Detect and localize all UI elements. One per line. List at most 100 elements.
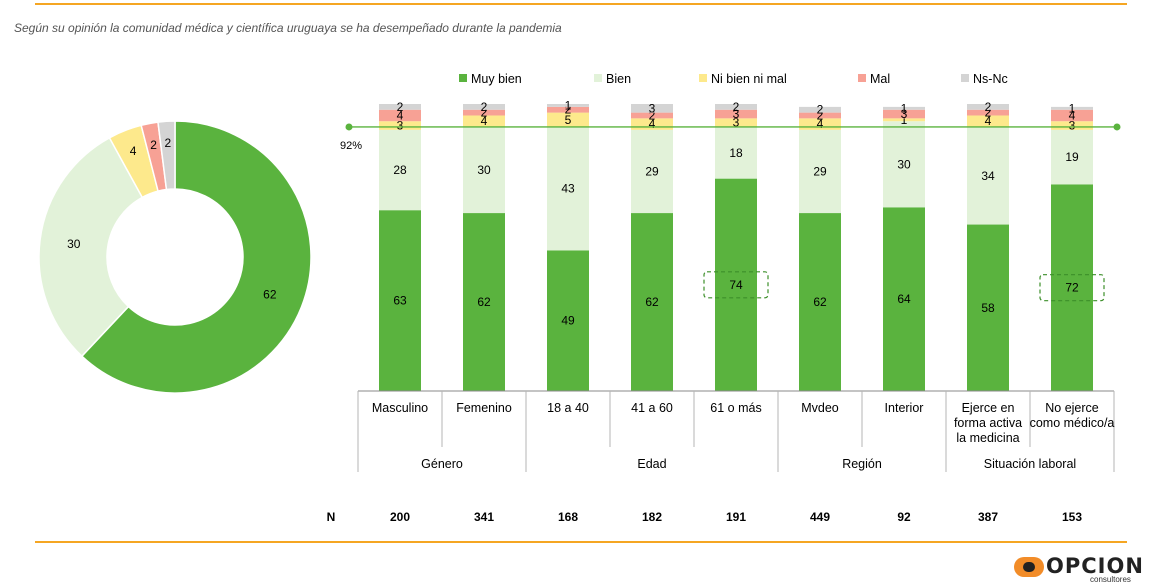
bar-segment-61-o-mas-muy-bien bbox=[715, 178, 757, 391]
bar-segment-mvdeo-bien bbox=[799, 129, 841, 214]
bar-value-no-ejerce-como-medico-a-muy-bien: 72 bbox=[1065, 281, 1079, 295]
bar-segment-ejerce-en-forma-activa-la-medicina-ns-nc bbox=[967, 104, 1009, 110]
bar-segment-ejerce-en-forma-activa-la-medicina-ni-bien-ni-mal bbox=[967, 115, 1009, 127]
bar-value-femenino-mal: 2 bbox=[481, 106, 488, 120]
bar-segment-18-a-40-ns-nc bbox=[547, 104, 589, 107]
legend-swatch-bien bbox=[594, 74, 602, 82]
legend-label-ns-nc: Ns-Nc bbox=[973, 72, 1008, 86]
bar-segment-femenino-ns-nc bbox=[463, 104, 505, 110]
n-value-interior: 92 bbox=[897, 510, 911, 524]
reference-line-end-marker bbox=[1113, 123, 1121, 131]
bar-segment-femenino-ni-bien-ni-mal bbox=[463, 115, 505, 127]
bar-value-interior-muy-bien: 64 bbox=[897, 292, 911, 306]
legend-label-mal: Mal bbox=[870, 72, 890, 86]
legend-swatch-muy-bien bbox=[459, 74, 467, 82]
bar-value-no-ejerce-como-medico-a-ns-nc: 1 bbox=[1069, 101, 1076, 115]
donut-label-ni-bien-ni-mal: 4 bbox=[130, 144, 137, 158]
bar-value-ejerce-en-forma-activa-la-medicina-muy-bien: 58 bbox=[981, 301, 995, 315]
bar-value-18-a-40-ns-nc: 1 bbox=[565, 98, 572, 112]
category-label-no-ejerce-como-medico-a: No ejerce como médico/a bbox=[1030, 401, 1115, 430]
legend-swatch-ns-nc bbox=[961, 74, 969, 82]
bar-segment-interior-bien bbox=[883, 121, 925, 208]
category-label-masculino: Masculino bbox=[372, 401, 428, 415]
bar-value-masculino-bien: 28 bbox=[393, 163, 407, 177]
bar-value-ejerce-en-forma-activa-la-medicina-bien: 34 bbox=[981, 169, 995, 183]
bar-segment-mvdeo-mal bbox=[799, 112, 841, 119]
donut-label-ns-nc: 2 bbox=[164, 136, 171, 150]
bar-segment-61-o-mas-bien bbox=[715, 126, 757, 179]
n-value-no-ejerce-como-medico-a: 153 bbox=[1062, 510, 1082, 524]
legend-label-bien: Bien bbox=[606, 72, 631, 86]
bar-value-18-a-40-mal: 2 bbox=[565, 103, 572, 117]
bar-segment-41-a-60-ni-bien-ni-mal bbox=[631, 118, 673, 130]
donut-slice-ns-nc bbox=[157, 120, 176, 191]
n-value-femenino: 341 bbox=[474, 510, 494, 524]
bar-segment-no-ejerce-como-medico-a-ni-bien-ni-mal bbox=[1051, 121, 1093, 130]
bar-value-no-ejerce-como-medico-a-mal: 4 bbox=[1069, 108, 1076, 122]
logo-subtitle: consultores bbox=[1090, 575, 1131, 584]
bar-segment-masculino-muy-bien bbox=[379, 210, 421, 391]
legend-label-ni-bien-ni-mal: Ni bien ni mal bbox=[711, 72, 787, 86]
bar-value-41-a-60-bien: 29 bbox=[645, 164, 659, 178]
bar-value-mvdeo-bien: 29 bbox=[813, 164, 827, 178]
bar-segment-interior-muy-bien bbox=[883, 207, 925, 391]
bar-value-mvdeo-muy-bien: 62 bbox=[813, 295, 827, 309]
bar-segment-interior-mal bbox=[883, 109, 925, 119]
category-label-41-a-60: 41 a 60 bbox=[631, 401, 673, 415]
donut-label-muy-bien: 62 bbox=[263, 288, 277, 302]
bar-segment-ejerce-en-forma-activa-la-medicina-muy-bien bbox=[967, 224, 1009, 391]
logo-text: OPCION bbox=[1046, 554, 1144, 578]
bar-value-61-o-mas-ns-nc: 2 bbox=[733, 100, 740, 114]
bar-segment-no-ejerce-como-medico-a-mal bbox=[1051, 109, 1093, 122]
bar-value-61-o-mas-ni-bien-ni-mal: 3 bbox=[733, 116, 740, 130]
chart-subtitle: Según su opinión la comunidad médica y c… bbox=[14, 21, 562, 35]
bar-segment-interior-ni-bien-ni-mal bbox=[883, 118, 925, 122]
bar-value-no-ejerce-como-medico-a-ni-bien-ni-mal: 3 bbox=[1069, 119, 1076, 133]
group-label-genero: Género bbox=[421, 457, 463, 471]
n-value-41-a-60: 182 bbox=[642, 510, 662, 524]
bar-segment-no-ejerce-como-medico-a-bien bbox=[1051, 129, 1093, 185]
bar-value-masculino-muy-bien: 63 bbox=[393, 294, 407, 308]
bar-value-masculino-ns-nc: 2 bbox=[397, 100, 404, 114]
bar-value-18-a-40-muy-bien: 49 bbox=[561, 314, 575, 328]
bar-value-ejerce-en-forma-activa-la-medicina-ni-bien-ni-mal: 4 bbox=[985, 114, 992, 128]
donut-label-bien: 30 bbox=[67, 237, 81, 251]
bar-value-femenino-bien: 30 bbox=[477, 163, 491, 177]
highlight-box-no-ejerce-como-medico-a bbox=[1039, 274, 1105, 302]
bar-segment-no-ejerce-como-medico-a-ns-nc bbox=[1051, 106, 1093, 110]
bar-segment-41-a-60-muy-bien bbox=[631, 213, 673, 391]
bar-value-femenino-muy-bien: 62 bbox=[477, 295, 491, 309]
bar-segment-18-a-40-muy-bien bbox=[547, 250, 589, 391]
bar-value-femenino-ns-nc: 2 bbox=[481, 100, 488, 114]
n-value-masculino: 200 bbox=[390, 510, 410, 524]
bar-segment-mvdeo-ni-bien-ni-mal bbox=[799, 118, 841, 130]
category-label-61-o-mas: 61 o más bbox=[710, 401, 761, 415]
bar-value-interior-ns-nc: 1 bbox=[901, 101, 908, 115]
bar-segment-61-o-mas-ns-nc bbox=[715, 104, 757, 110]
group-label-situacion-laboral: Situación laboral bbox=[984, 457, 1076, 471]
bar-segment-18-a-40-bien bbox=[547, 126, 589, 251]
bar-value-ejerce-en-forma-activa-la-medicina-mal: 2 bbox=[985, 106, 992, 120]
bar-segment-mvdeo-muy-bien bbox=[799, 213, 841, 391]
bar-value-41-a-60-mal: 2 bbox=[649, 108, 656, 122]
bar-value-61-o-mas-mal: 3 bbox=[733, 107, 740, 121]
bar-value-61-o-mas-muy-bien: 74 bbox=[729, 278, 743, 292]
bar-segment-masculino-ni-bien-ni-mal bbox=[379, 121, 421, 130]
group-label-region: Región bbox=[842, 457, 882, 471]
bar-segment-41-a-60-bien bbox=[631, 129, 673, 214]
bar-value-ejerce-en-forma-activa-la-medicina-ns-nc: 2 bbox=[985, 100, 992, 114]
category-label-18-a-40: 18 a 40 bbox=[547, 401, 589, 415]
bar-value-no-ejerce-como-medico-a-bien: 19 bbox=[1065, 150, 1079, 164]
bar-segment-interior-ns-nc bbox=[883, 106, 925, 110]
top-accent-rule bbox=[35, 3, 1127, 5]
bar-value-masculino-mal: 4 bbox=[397, 108, 404, 122]
bar-value-mvdeo-mal: 2 bbox=[817, 108, 824, 122]
bar-value-41-a-60-muy-bien: 62 bbox=[645, 295, 659, 309]
bar-value-41-a-60-ns-nc: 3 bbox=[649, 101, 656, 115]
opcion-logo-mark bbox=[1014, 557, 1044, 577]
group-label-edad: Edad bbox=[637, 457, 666, 471]
bottom-accent-rule bbox=[35, 541, 1127, 543]
legend-swatch-mal bbox=[858, 74, 866, 82]
reference-line-label: 92% bbox=[340, 140, 362, 152]
donut-slice-muy-bien bbox=[80, 120, 312, 394]
